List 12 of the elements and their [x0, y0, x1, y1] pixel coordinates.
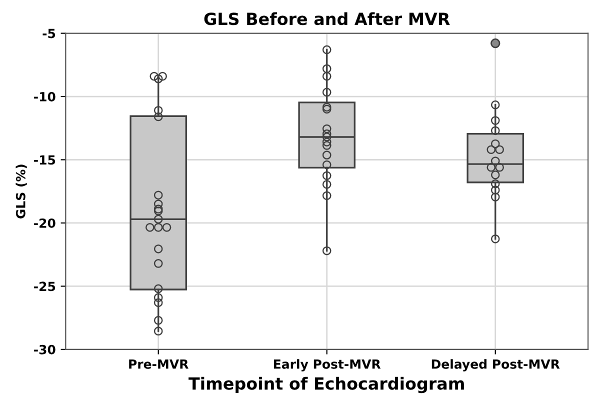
- y-tick-label: -15: [34, 155, 56, 165]
- x-axis-title: Timepoint of Echocardiogram: [188, 376, 464, 394]
- y-tick-label: -20: [34, 218, 56, 228]
- x-tick-label: Early Post-MVR: [274, 359, 381, 372]
- y-tick-label: -5: [42, 28, 56, 38]
- x-tick-label: Delayed Post-MVR: [432, 359, 560, 372]
- y-tick-label: -30: [34, 344, 56, 354]
- y-tick-label: -10: [34, 92, 56, 102]
- y-axis-title: GLS (%): [16, 164, 27, 218]
- y-tick-label: -25: [34, 282, 56, 292]
- chart-title: GLS Before and After MVR: [204, 12, 450, 26]
- x-tick-label: Pre-MVR: [129, 360, 188, 369]
